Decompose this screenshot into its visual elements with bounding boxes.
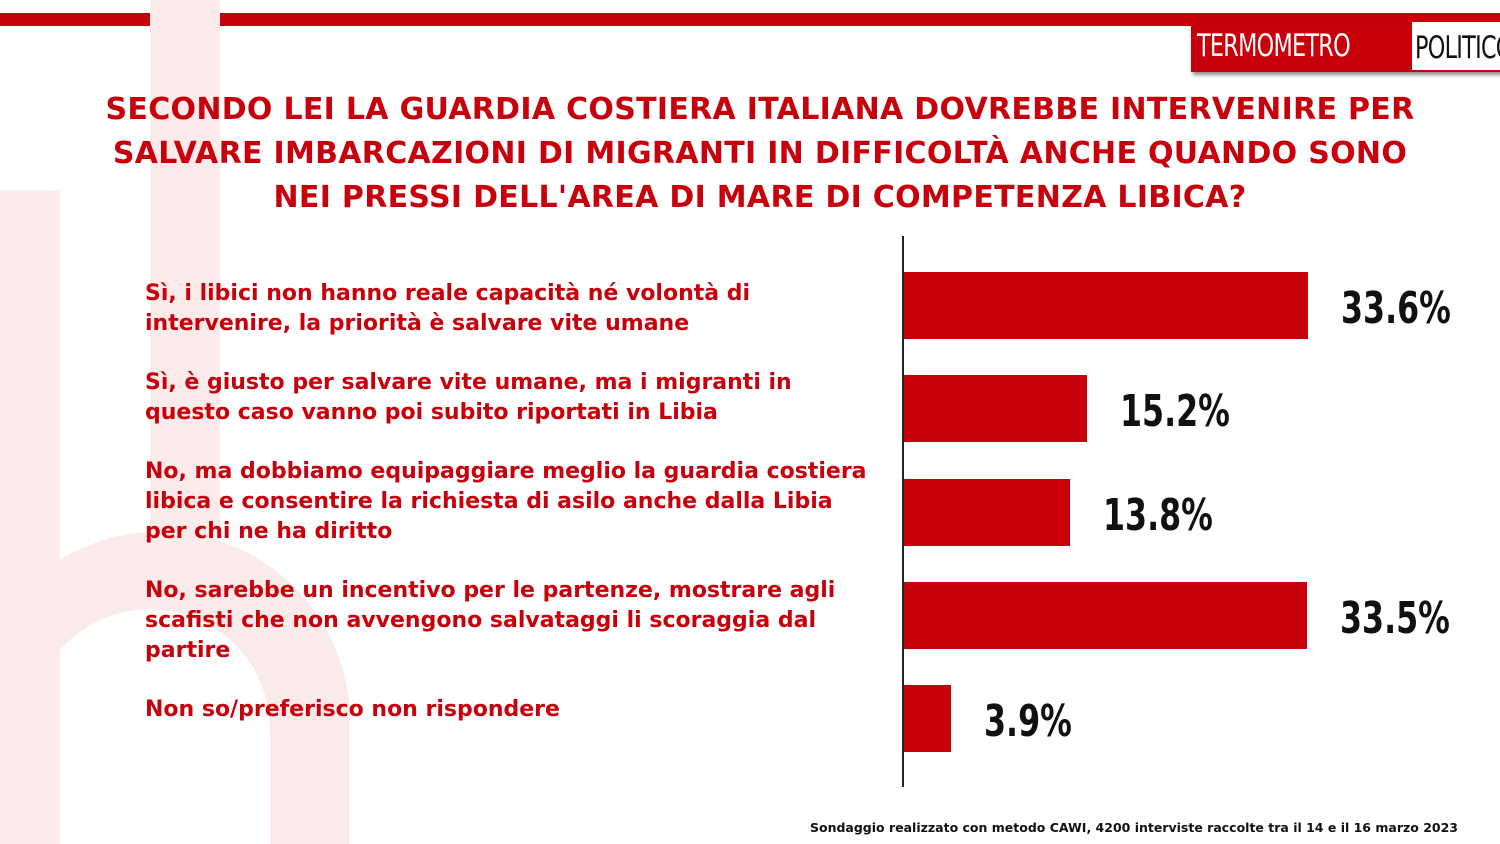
category-label: No, ma dobbiamo equipaggiare meglio la g… [145, 459, 867, 544]
bar [904, 582, 1307, 649]
watermark-logo [0, 0, 350, 844]
value-label: 13.8% [1102, 490, 1213, 541]
value-label: 3.9% [983, 696, 1072, 747]
bar [904, 479, 1070, 546]
top-accent-bar [0, 13, 1500, 26]
chart-title: SECONDO LEI LA GUARDIA COSTIERA ITALIANA… [105, 92, 1415, 215]
category-label: Sì, i libici non hanno reale capacità né… [145, 281, 751, 336]
category-label: No, sarebbe un incentivo per le partenze… [145, 578, 836, 663]
category-label: Non so/preferisco non rispondere [145, 697, 560, 722]
logo-part-termometro: TERMOMETRO [1191, 20, 1413, 72]
termometro-politico-logo: TERMOMETRO POLITICO [1191, 20, 1500, 72]
value-label: 33.6% [1341, 283, 1451, 334]
value-label: 15.2% [1119, 386, 1230, 437]
bar [904, 272, 1308, 339]
survey-footnote: Sondaggio realizzato con metodo CAWI, 42… [809, 820, 1458, 835]
chart-axis-line [902, 236, 904, 787]
logo-part-politico: POLITICO [1412, 20, 1500, 72]
category-label: Sì, è giusto per salvare vite umane, ma … [145, 370, 792, 425]
bar [904, 685, 951, 752]
value-label: 33.5% [1339, 593, 1450, 644]
bar [904, 375, 1087, 442]
